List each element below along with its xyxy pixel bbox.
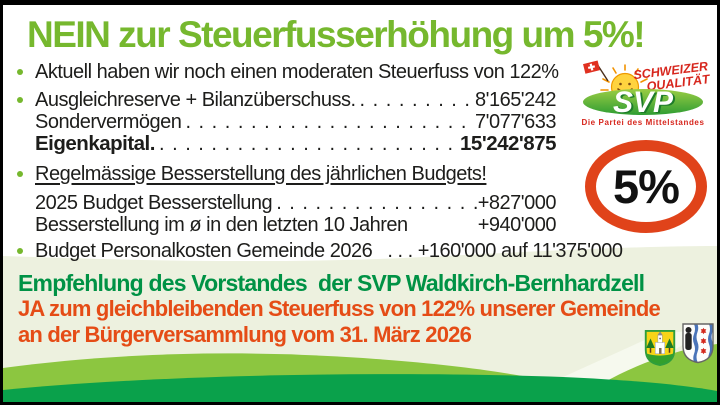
row-value: 7'077'633 bbox=[475, 111, 557, 133]
svp-logo: SCHWEIZER QUALITÄT SVP SVP Die Partei de… bbox=[581, 59, 711, 127]
row-label: Besserstellung im ø in den letzten 10 Ja… bbox=[35, 214, 408, 236]
bernhardzell-coat-of-arms bbox=[682, 323, 714, 364]
bullet-dot-icon bbox=[17, 69, 23, 75]
bullet-dot-icon bbox=[17, 248, 23, 254]
headline: NEIN zur Steuerfusserhöhung um 5%! bbox=[27, 14, 646, 55]
bullet-item-steuerfuss: Aktuell haben wir noch einen moderaten S… bbox=[17, 61, 559, 83]
finance-row: Ausgleichreserve + Bilanzüberschuss. . .… bbox=[35, 89, 557, 111]
budget-heading: Regelmässige Besserstellung des jährlich… bbox=[35, 163, 487, 185]
bullet-item-personalkosten: Budget Personalkosten Gemeinde 2026 . . … bbox=[17, 240, 623, 262]
svp-tagline: Die Partei des Mittelstandes bbox=[581, 118, 704, 127]
row-value: 15'242'875 bbox=[460, 132, 556, 155]
recommendation-line-2: JA zum gleichbleibenden Steuerfuss von 1… bbox=[18, 296, 661, 321]
bullet-dot-icon bbox=[17, 171, 23, 177]
dot-leader: . . . . . . . . . . . . . . . . . . . . … bbox=[185, 111, 475, 133]
row-label: Ausgleichreserve + Bilanzüberschuss. bbox=[35, 89, 356, 111]
svp-wordmark: SVP bbox=[613, 86, 674, 119]
finance-row-eigenkapital: Eigenkapital. . . . . . . . . . . . . . … bbox=[35, 132, 556, 156]
budget-row: Besserstellung im ø in den letzten 10 Ja… bbox=[35, 214, 557, 236]
finance-row: Sondervermögen . . . . . . . . . . . . .… bbox=[35, 111, 557, 133]
bullet-item-finanzen bbox=[17, 89, 35, 103]
row-value: +940'000 bbox=[477, 214, 557, 236]
dot-leader: . . . . . . . . . . . . . . . . . . . . … bbox=[359, 89, 475, 111]
dot-leader: . . . . . . . . . . . . . . . . . . . . … bbox=[158, 133, 460, 155]
row-value: +827'000 bbox=[477, 192, 557, 214]
swiss-flag-icon bbox=[583, 60, 609, 82]
row-label: Eigenkapital. bbox=[35, 132, 155, 155]
dot-leader: . . . . . . . . . . . . . . . . . . . . … bbox=[276, 192, 478, 214]
bullet-text: Aktuell haben wir noch einen moderaten S… bbox=[35, 61, 559, 83]
five-percent-badge: 5% bbox=[585, 140, 707, 233]
bullet-dot-icon bbox=[17, 97, 23, 103]
finance-rows: Ausgleichreserve + Bilanzüberschuss. . .… bbox=[35, 89, 557, 156]
row-label: 2025 Budget Besserstellung bbox=[35, 192, 273, 214]
budget-row: 2025 Budget Besserstellung . . . . . . .… bbox=[35, 192, 557, 214]
recommendation-line-1: Empfehlung des Vorstandes der SVP Waldki… bbox=[18, 270, 645, 296]
bullet-item-budget: Regelmässige Besserstellung des jährlich… bbox=[17, 163, 487, 185]
five-percent-label: 5% bbox=[613, 160, 680, 213]
dark-green-hill bbox=[3, 374, 717, 402]
waldkirch-coat-of-arms bbox=[644, 329, 676, 367]
budget-rows: 2025 Budget Besserstellung . . . . . . .… bbox=[35, 192, 557, 236]
svp-wordmark-shadow: SVP bbox=[615, 87, 676, 120]
row-label: Sondervermögen bbox=[35, 111, 182, 133]
bullet-text: Budget Personalkosten Gemeinde 2026 . . … bbox=[35, 240, 623, 262]
recommendation-line-3: an der Bürgerversammlung vom 31. März 20… bbox=[18, 322, 472, 347]
row-value: 8'165'242 bbox=[475, 89, 557, 111]
svp-oval bbox=[583, 89, 703, 115]
